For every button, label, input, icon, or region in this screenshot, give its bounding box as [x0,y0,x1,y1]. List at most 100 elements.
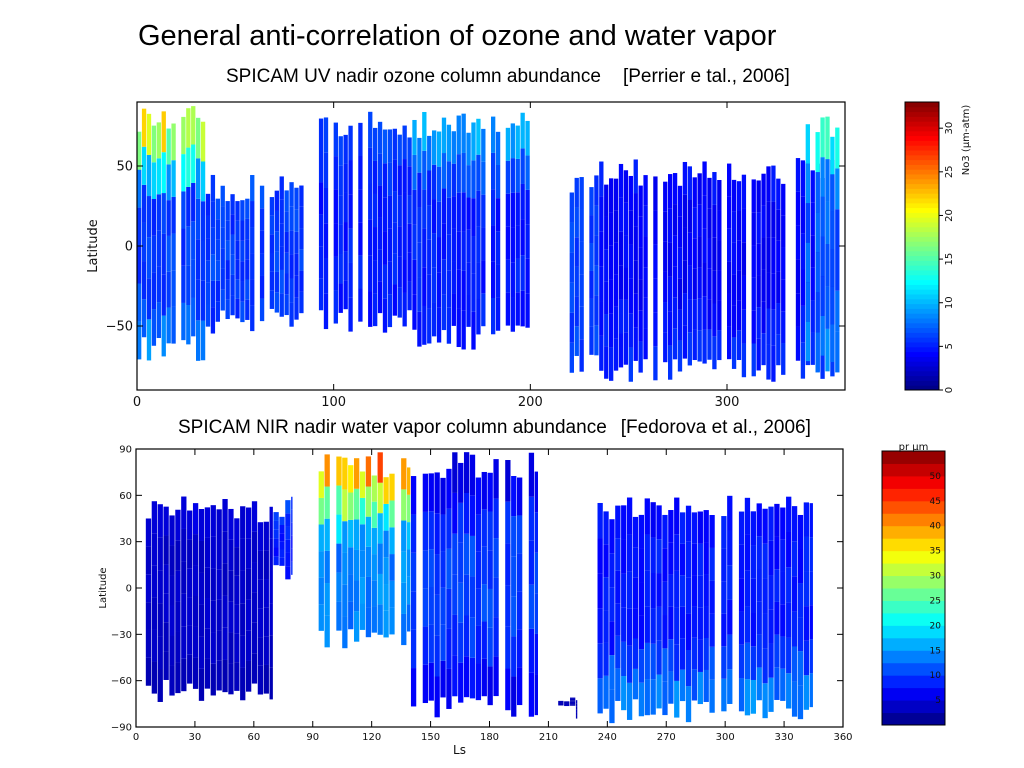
data-cell [432,302,437,337]
data-cell [263,579,269,608]
data-cell [417,172,422,208]
data-cell [186,226,191,266]
data-cell [407,137,412,167]
data-cell [762,578,768,614]
data-cell [204,598,211,629]
data-cell [186,186,191,227]
data-cell [469,454,476,496]
colorbar-swatch [882,612,945,626]
data-cell [525,293,530,328]
data-cell [751,277,756,311]
water-chart-caption: SPICAM NIR nadir water vapor column abun… [178,417,811,439]
data-cell [407,166,412,196]
data-cell [407,252,412,282]
data-cell [491,261,496,299]
data-cell [632,577,639,609]
data-cell [574,207,579,238]
y-tick-label: −60 [111,676,132,687]
data-cell [558,704,564,706]
colorbar-swatch [882,451,945,464]
data-cell [702,195,707,229]
data-cell [604,216,609,250]
data-cell [299,291,304,314]
data-cell [712,336,717,370]
data-cell [359,497,366,525]
data-cell [650,679,656,715]
data-cell [323,187,329,224]
data-cell [815,212,820,253]
data-cell [691,637,698,670]
data-cell [662,648,668,682]
data-cell [427,239,432,275]
data-cell [151,125,157,163]
data-cell [171,233,176,271]
data-cell [323,258,329,294]
data-cell [469,617,476,658]
colorbar-swatch [905,241,939,247]
data-cell [151,272,157,310]
colorbar-swatch [905,361,939,367]
data-cell [677,340,683,372]
data-cell [294,253,299,276]
data-cell [359,550,366,578]
data-cell [809,537,813,572]
data-cell [387,228,393,262]
data-cell [528,628,535,673]
data-cell [786,637,792,674]
data-cell [481,621,487,659]
data-cell [692,268,697,300]
data-cell [343,134,348,164]
data-cell [250,305,255,332]
data-cell [677,278,683,310]
data-cell [377,573,383,605]
data-cell [653,244,658,279]
data-cell [240,220,245,241]
data-cell [774,634,780,668]
data-cell [481,128,486,162]
data-cell [163,535,169,565]
data-cell [284,211,289,232]
data-cell [731,242,737,275]
data-cell [738,644,745,679]
data-cell [677,216,683,248]
data-cell [146,113,152,155]
data-cell [632,608,639,639]
data-cell [373,293,378,327]
data-cell [731,179,737,212]
data-cell [697,511,703,544]
data-cell [668,276,673,312]
data-cell [216,509,222,540]
data-cell [441,153,447,189]
data-cell [463,574,470,616]
data-cell [353,488,360,520]
data-cell [717,270,722,301]
data-cell [476,154,481,191]
data-cell [510,227,515,263]
data-cell [663,332,668,363]
data-cell [273,538,279,548]
data-cell [274,251,279,272]
data-cell [570,700,576,702]
data-cell [284,294,289,316]
data-cell [781,343,786,375]
colorbar-swatch [905,265,939,271]
data-cell [662,514,668,549]
data-cell [791,541,798,577]
data-cell [805,124,810,164]
data-cell [615,570,621,604]
data-cell [604,314,609,347]
data-cell [466,262,471,295]
data-cell [228,632,234,664]
data-cell [825,159,830,202]
data-cell [632,547,639,578]
x-tick-label: 210 [539,732,558,743]
data-cell [225,240,230,261]
data-swath [205,174,304,334]
data-cell [628,313,633,348]
data-cell [685,613,692,650]
data-cell [451,163,456,197]
data-cell [257,665,264,695]
data-cell [697,543,703,576]
data-cell [791,506,798,542]
data-cell [392,191,397,223]
